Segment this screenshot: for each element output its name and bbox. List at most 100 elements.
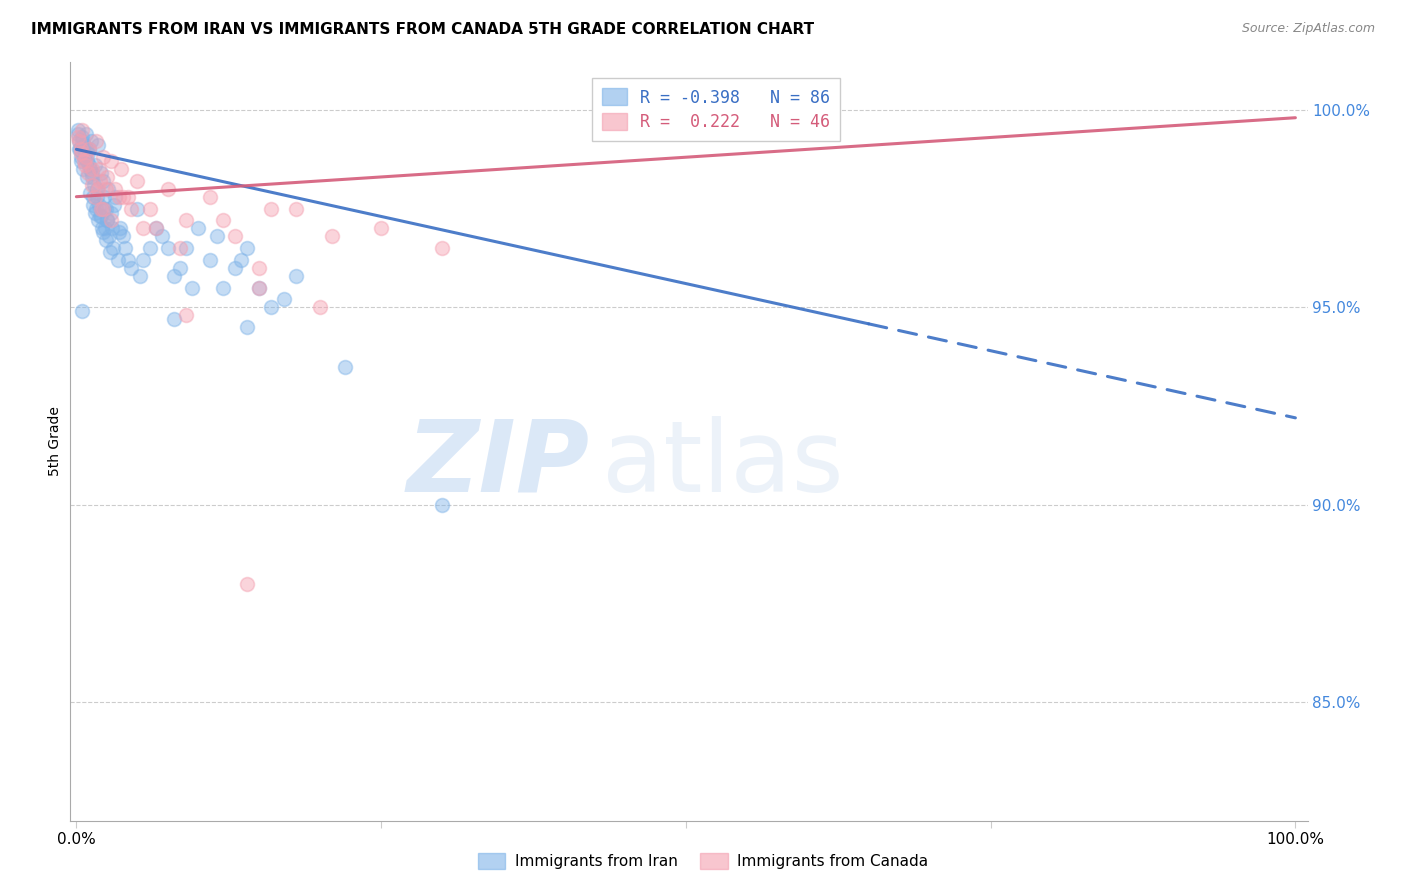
Point bbox=[200, 190, 222, 204]
Point bbox=[67, 135, 90, 149]
Text: ZIP: ZIP bbox=[406, 416, 591, 513]
Point bbox=[370, 221, 392, 235]
Point bbox=[72, 130, 94, 145]
Point bbox=[90, 202, 112, 216]
Point bbox=[70, 150, 93, 164]
Point bbox=[96, 182, 118, 196]
Point bbox=[181, 280, 204, 294]
Point bbox=[77, 142, 100, 156]
Point bbox=[174, 213, 197, 227]
Point bbox=[224, 229, 246, 244]
Point bbox=[236, 576, 259, 591]
Point bbox=[69, 142, 91, 156]
Point bbox=[73, 154, 96, 169]
Point bbox=[67, 135, 90, 149]
Point bbox=[260, 202, 283, 216]
Point bbox=[260, 300, 283, 314]
Legend: R = -0.398   N = 86, R =  0.222   N = 46: R = -0.398 N = 86, R = 0.222 N = 46 bbox=[592, 78, 841, 141]
Point bbox=[84, 135, 107, 149]
Point bbox=[321, 229, 343, 244]
Point bbox=[96, 169, 118, 184]
Point bbox=[80, 178, 103, 192]
Point bbox=[76, 154, 98, 169]
Point bbox=[67, 127, 90, 141]
Point bbox=[333, 359, 356, 374]
Point bbox=[83, 178, 105, 192]
Point bbox=[77, 158, 100, 172]
Point bbox=[273, 293, 295, 307]
Point bbox=[284, 202, 307, 216]
Point bbox=[84, 205, 107, 219]
Point bbox=[93, 202, 115, 216]
Point bbox=[77, 166, 100, 180]
Point bbox=[87, 213, 110, 227]
Point bbox=[309, 300, 332, 314]
Point bbox=[430, 241, 453, 255]
Point bbox=[72, 162, 94, 177]
Point bbox=[100, 213, 122, 227]
Point bbox=[73, 138, 96, 153]
Point bbox=[127, 202, 149, 216]
Point bbox=[117, 252, 139, 267]
Point bbox=[75, 150, 97, 164]
Point bbox=[111, 229, 134, 244]
Point bbox=[96, 213, 118, 227]
Point bbox=[82, 162, 104, 177]
Point bbox=[69, 154, 91, 169]
Point bbox=[156, 182, 179, 196]
Point bbox=[101, 241, 124, 255]
Point bbox=[66, 130, 89, 145]
Point bbox=[98, 229, 121, 244]
Point bbox=[100, 205, 122, 219]
Point bbox=[87, 162, 110, 177]
Point bbox=[87, 182, 110, 196]
Point bbox=[79, 186, 101, 200]
Point bbox=[138, 241, 160, 255]
Point bbox=[91, 150, 114, 164]
Point bbox=[104, 190, 127, 204]
Point bbox=[80, 135, 103, 149]
Point bbox=[90, 210, 112, 224]
Point bbox=[87, 138, 110, 153]
Y-axis label: 5th Grade: 5th Grade bbox=[48, 407, 62, 476]
Point bbox=[80, 166, 103, 180]
Point bbox=[96, 233, 118, 247]
Point bbox=[163, 312, 186, 326]
Point bbox=[117, 190, 139, 204]
Point bbox=[111, 190, 134, 204]
Point bbox=[97, 182, 120, 196]
Point bbox=[93, 190, 115, 204]
Point bbox=[73, 150, 96, 164]
Point bbox=[138, 202, 160, 216]
Point bbox=[70, 135, 93, 149]
Point bbox=[98, 244, 121, 259]
Point bbox=[75, 142, 97, 156]
Point bbox=[82, 197, 104, 211]
Point bbox=[187, 221, 209, 235]
Point bbox=[86, 190, 108, 204]
Point bbox=[107, 252, 129, 267]
Point bbox=[236, 241, 259, 255]
Point bbox=[103, 197, 125, 211]
Point bbox=[156, 241, 179, 255]
Point bbox=[100, 221, 122, 235]
Point bbox=[108, 225, 131, 239]
Point bbox=[77, 142, 100, 156]
Point bbox=[169, 241, 191, 255]
Point bbox=[132, 252, 155, 267]
Point bbox=[94, 202, 117, 216]
Point bbox=[66, 122, 89, 136]
Point bbox=[132, 221, 155, 235]
Point bbox=[70, 146, 93, 161]
Point bbox=[79, 162, 101, 177]
Point bbox=[145, 221, 167, 235]
Point bbox=[91, 221, 114, 235]
Point bbox=[127, 174, 149, 188]
Point bbox=[104, 182, 127, 196]
Text: IMMIGRANTS FROM IRAN VS IMMIGRANTS FROM CANADA 5TH GRADE CORRELATION CHART: IMMIGRANTS FROM IRAN VS IMMIGRANTS FROM … bbox=[31, 22, 814, 37]
Point bbox=[82, 190, 104, 204]
Point bbox=[108, 190, 131, 204]
Point bbox=[73, 146, 96, 161]
Point bbox=[76, 169, 98, 184]
Point bbox=[163, 268, 186, 283]
